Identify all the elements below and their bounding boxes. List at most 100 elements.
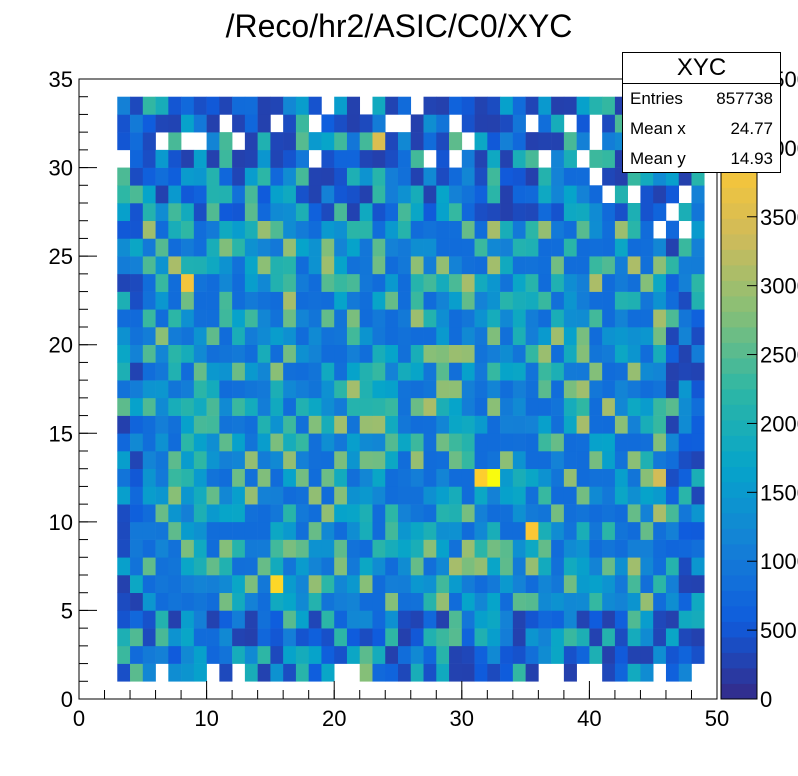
heatmap-cell: [130, 203, 144, 222]
heatmap-cell: [576, 167, 590, 186]
heatmap-cell: [461, 575, 475, 594]
heatmap-cell: [193, 203, 207, 222]
heatmap-cell: [500, 291, 514, 310]
heatmap-cell: [270, 256, 284, 275]
heatmap-cell: [321, 256, 335, 275]
heatmap-cell: [551, 628, 565, 647]
heatmap-cell: [538, 203, 552, 222]
heatmap-cell: [538, 291, 552, 310]
heatmap-cell: [308, 327, 322, 346]
heatmap-cell: [359, 291, 373, 310]
heatmap-cell: [627, 663, 641, 682]
heatmap-cell: [219, 185, 233, 204]
y-tick-label: 25: [49, 244, 73, 269]
heatmap-cell: [321, 273, 335, 292]
heatmap-cell: [321, 203, 335, 222]
heatmap-cell: [551, 468, 565, 487]
heatmap-cell: [257, 433, 271, 452]
heatmap-cell: [117, 521, 131, 540]
heatmap-cell: [385, 362, 399, 381]
heatmap-cell: [219, 309, 233, 328]
heatmap-cell: [525, 291, 539, 310]
heatmap-cell: [372, 663, 386, 682]
heatmap-cell: [602, 557, 616, 576]
heatmap-cell: [244, 149, 258, 168]
heatmap-cell: [665, 344, 680, 363]
heatmap-cell: [295, 610, 309, 629]
heatmap-cell: [627, 557, 641, 576]
heatmap-cell: [474, 96, 488, 115]
heatmap-cell: [474, 114, 488, 133]
heatmap-cell: [283, 575, 297, 594]
heatmap-cell: [270, 645, 284, 664]
heatmap-cell: [346, 433, 361, 452]
heatmap-cell: [155, 645, 169, 664]
heatmap-cell: [589, 362, 603, 381]
heatmap-cell: [461, 167, 475, 186]
heatmap-cell: [181, 327, 195, 346]
heatmap-cell: [410, 273, 424, 292]
heatmap-cell: [576, 380, 590, 399]
heatmap-cell: [295, 327, 309, 346]
heatmap-cell: [257, 167, 271, 186]
heatmap-cell: [627, 539, 641, 558]
heatmap-cell: [449, 273, 463, 292]
heatmap-cell: [206, 309, 220, 328]
heatmap-cell: [206, 185, 220, 204]
heatmap-cell: [168, 309, 182, 328]
heatmap-cell: [614, 557, 628, 576]
heatmap-cell: [614, 362, 628, 381]
heatmap-cell: [398, 521, 412, 540]
heatmap-cell: [563, 344, 577, 363]
heatmap-cell: [193, 504, 207, 523]
heatmap-cell: [410, 167, 424, 186]
heatmap-cell: [257, 344, 271, 363]
heatmap-cell: [142, 96, 156, 115]
heatmap-cell: [385, 575, 399, 594]
heatmap-cell: [244, 185, 258, 204]
heatmap-cell: [436, 273, 450, 292]
heatmap-cell: [563, 592, 577, 611]
heatmap-cell: [640, 203, 654, 222]
heatmap-cell: [359, 628, 373, 647]
heatmap-cell: [525, 539, 539, 558]
heatmap-cell: [155, 327, 169, 346]
heatmap-cell: [372, 327, 386, 346]
heatmap-cell: [117, 504, 131, 523]
heatmap-cell: [295, 256, 309, 275]
heatmap-cell: [589, 504, 603, 523]
heatmap-cell: [270, 362, 284, 381]
heatmap-cell: [181, 344, 195, 363]
heatmap-cell: [576, 185, 590, 204]
heatmap-cell: [321, 238, 335, 257]
heatmap-cell: [653, 521, 667, 540]
heatmap-cell: [130, 610, 144, 629]
heatmap-cell: [410, 344, 424, 363]
heatmap-cell: [678, 397, 692, 416]
heatmap-cell: [474, 238, 488, 257]
heatmap-cell: [181, 539, 195, 558]
heatmap-cell: [359, 256, 373, 275]
heatmap-cell: [512, 114, 526, 133]
heatmap-cell: [321, 575, 335, 594]
heatmap-cell: [359, 132, 373, 151]
heatmap-cell: [308, 415, 322, 434]
heatmap-cell: [449, 628, 463, 647]
heatmap-cell: [270, 96, 284, 115]
heatmap-cell: [398, 273, 412, 292]
heatmap-cell: [206, 291, 220, 310]
heatmap-cell: [155, 167, 169, 186]
heatmap-cell: [346, 397, 361, 416]
heatmap-cell: [461, 539, 475, 558]
heatmap-cell: [283, 433, 297, 452]
heatmap-cell: [181, 203, 195, 222]
heatmap-cell: [321, 468, 335, 487]
heatmap-cell: [130, 415, 144, 434]
heatmap-cell: [423, 451, 437, 470]
heatmap-cell: [308, 397, 322, 416]
heatmap-cell: [257, 291, 271, 310]
heatmap-cell: [627, 468, 641, 487]
heatmap-cell: [385, 238, 399, 257]
heatmap-cell: [372, 415, 386, 434]
heatmap-cell: [219, 628, 233, 647]
